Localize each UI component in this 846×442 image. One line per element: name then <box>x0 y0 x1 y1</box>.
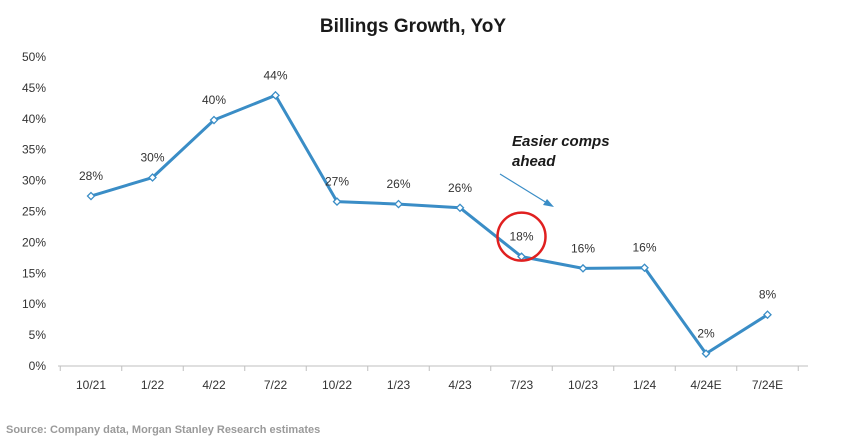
data-label: 2% <box>697 327 715 341</box>
data-point <box>86 191 96 201</box>
annotation-arrow <box>499 173 554 207</box>
data-label: 8% <box>759 288 777 302</box>
data-label: 16% <box>571 241 595 255</box>
data-point <box>578 263 588 273</box>
data-point <box>332 197 342 207</box>
x-tick-label: 7/23 <box>510 378 534 392</box>
data-point <box>148 173 157 182</box>
data-labels: 28% 30% 40% 44% 27% 26% 26% 18% 16% 16% 2% 8% <box>79 68 777 340</box>
data-label: 44% <box>263 68 287 82</box>
x-tick-label: 4/24E <box>690 378 721 392</box>
data-label: 26% <box>386 177 410 191</box>
data-label: 26% <box>448 181 472 195</box>
data-label: 40% <box>202 93 226 107</box>
source-note: Source: Company data, Morgan Stanley Res… <box>6 424 320 436</box>
x-tick-label: 1/22 <box>141 378 165 392</box>
x-tick-label: 7/24E <box>752 378 783 392</box>
y-tick-label: 15% <box>22 266 46 280</box>
data-label: 16% <box>632 241 656 255</box>
data-label: 18% <box>509 230 533 244</box>
highlight-circle <box>496 211 547 262</box>
y-tick-label: 10% <box>22 297 46 311</box>
x-tick-label: 4/23 <box>448 378 472 392</box>
x-axis: 10/21 1/22 4/22 7/22 10/22 1/23 4/23 7/23 10/23 1… <box>59 366 799 392</box>
x-tick-label: 10/23 <box>568 378 598 392</box>
chart-title: Billings Growth, YoY <box>320 16 506 37</box>
y-tick-label: 0% <box>29 359 47 373</box>
y-axis: 0% 5% 10% 15% 20% 25% 30% 35% 40% 45% 50% <box>22 50 46 373</box>
x-tick-label: 10/22 <box>322 378 352 392</box>
data-point <box>271 90 280 100</box>
data-label: 27% <box>325 175 349 189</box>
x-tick-label: 4/22 <box>202 378 226 392</box>
x-tick-label: 10/21 <box>76 378 106 392</box>
data-points <box>86 90 772 359</box>
data-point <box>763 310 772 320</box>
data-label: 28% <box>79 169 103 183</box>
annotation-line1: Easier comps <box>512 133 610 150</box>
y-tick-label: 5% <box>29 328 47 342</box>
x-tick-label: 1/24 <box>633 378 657 392</box>
data-point <box>209 115 219 125</box>
data-label: 30% <box>140 151 164 165</box>
series-line <box>90 93 769 356</box>
x-tick-label: 7/22 <box>264 378 288 392</box>
y-tick-label: 30% <box>22 174 46 188</box>
y-tick-label: 35% <box>22 143 46 157</box>
data-point <box>640 263 649 273</box>
x-tick-label: 1/23 <box>387 378 411 392</box>
data-point <box>701 349 711 359</box>
data-point <box>394 199 403 209</box>
annotation-line2: ahead <box>512 153 556 170</box>
y-tick-label: 50% <box>22 50 46 64</box>
y-tick-label: 20% <box>22 235 46 249</box>
y-tick-label: 40% <box>22 112 46 126</box>
data-point <box>455 203 465 213</box>
y-tick-label: 45% <box>22 81 46 95</box>
y-tick-label: 25% <box>22 205 46 219</box>
